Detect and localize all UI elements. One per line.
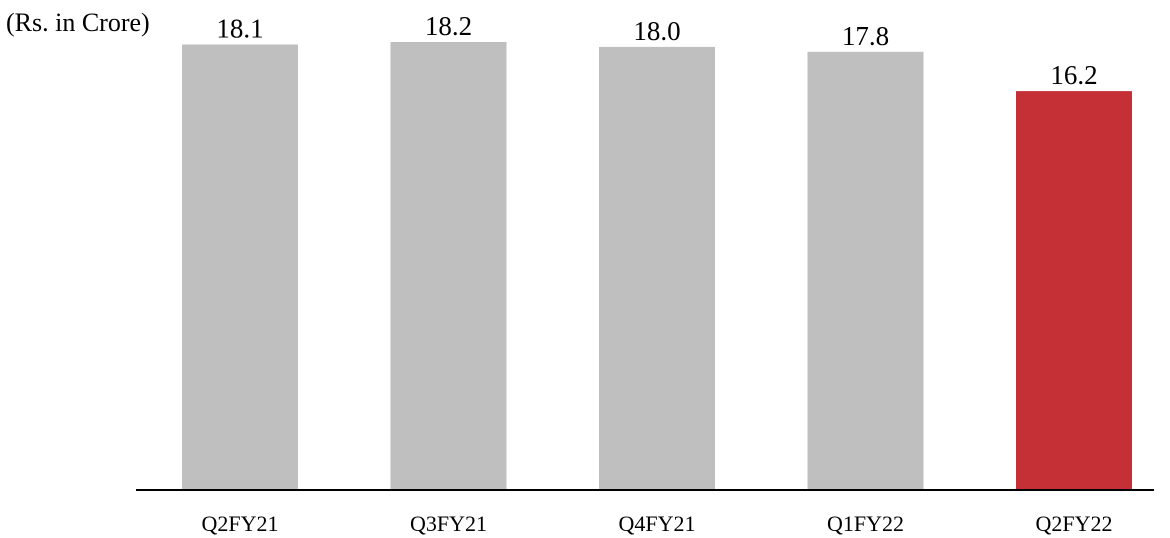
category-label-q2fy22: Q2FY22 [1035, 511, 1112, 536]
category-labels-group: Q2FY21 Q3FY21 Q4FY21 Q1FY22 Q2FY22 [201, 511, 1112, 536]
value-label-q4fy21: 18.0 [633, 16, 680, 46]
category-label-q2fy21: Q2FY21 [201, 511, 278, 536]
category-label-q4fy21: Q4FY21 [618, 511, 695, 536]
bar-q2fy22 [1016, 91, 1132, 489]
value-label-q2fy21: 18.1 [216, 14, 263, 44]
category-label-q3fy21: Q3FY21 [410, 511, 487, 536]
bar-q1fy22 [807, 51, 924, 490]
value-label-q3fy21: 18.2 [425, 11, 472, 41]
value-label-q1fy22: 17.8 [842, 21, 889, 51]
bar-q3fy21 [390, 42, 507, 489]
value-labels-group: 18.1 18.2 18.0 17.8 16.2 [216, 11, 1097, 90]
category-label-q1fy22: Q1FY22 [827, 511, 904, 536]
bars-group [182, 42, 1132, 490]
bar-q4fy21 [599, 46, 715, 490]
unit-label: (Rs. in Crore) [6, 8, 150, 37]
bar-q2fy21 [182, 44, 298, 489]
value-label-q2fy22: 16.2 [1050, 60, 1097, 90]
